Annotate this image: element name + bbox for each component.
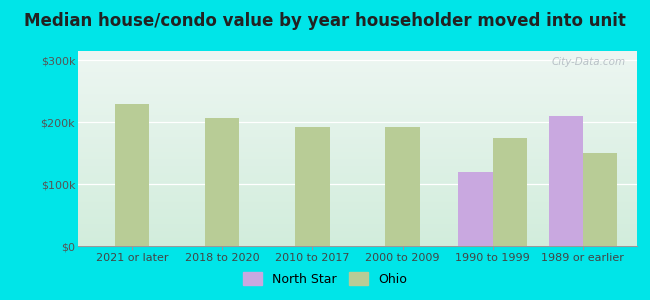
Legend: North Star, Ohio: North Star, Ohio	[239, 267, 411, 291]
Bar	[583, 153, 617, 246]
Bar	[205, 118, 239, 246]
Bar	[493, 138, 527, 246]
Text: City-Data.com: City-Data.com	[552, 57, 626, 67]
Bar	[385, 127, 420, 246]
Text: Median house/condo value by year householder moved into unit: Median house/condo value by year househo…	[24, 12, 626, 30]
Bar	[115, 103, 150, 246]
Bar	[295, 127, 330, 246]
Bar	[549, 116, 583, 246]
Bar	[458, 172, 493, 246]
